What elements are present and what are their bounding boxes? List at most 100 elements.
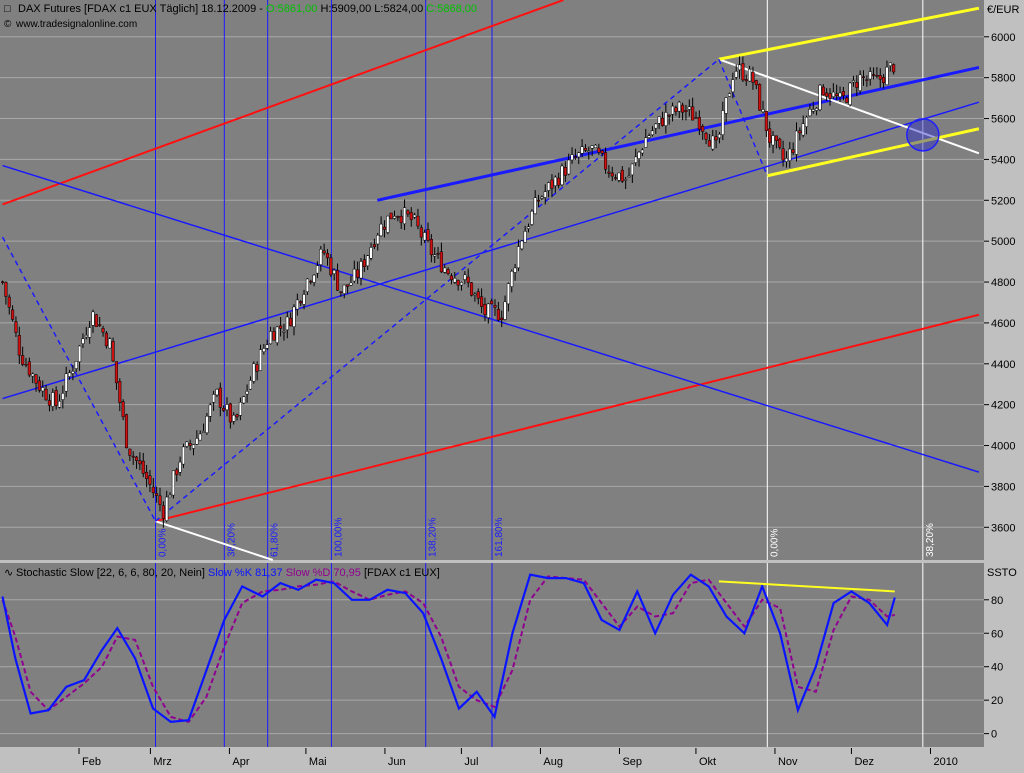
candle-down	[396, 216, 400, 218]
candle-up	[275, 326, 279, 343]
candle-down	[114, 361, 118, 384]
candle-down	[493, 305, 497, 308]
candle-down	[878, 75, 882, 80]
candle-down	[701, 126, 705, 132]
price-tick-label: 4000	[991, 441, 1015, 453]
candle-up	[506, 283, 510, 305]
slow-d-legend: Slow %D 70,95	[286, 567, 361, 579]
open-value: O:5861,00	[266, 3, 317, 15]
candle-down	[855, 82, 859, 88]
candle-up	[593, 144, 598, 148]
candle-down	[436, 252, 440, 255]
stochastic-tick-label: 20	[991, 695, 1003, 707]
candle-down	[429, 238, 433, 256]
candle-up	[784, 158, 788, 162]
candle-down	[104, 332, 108, 347]
candle-up	[392, 216, 397, 219]
candle-down	[44, 388, 48, 401]
price-header-text: DAX Futures [FDAX c1 EUX Täglich] 18.12.…	[18, 3, 477, 15]
candle-down	[235, 414, 239, 418]
candle-down	[409, 212, 413, 220]
candle-up	[520, 240, 524, 250]
candle-up	[201, 431, 206, 433]
candle-down	[865, 79, 869, 81]
month-label: Feb	[82, 756, 101, 768]
candle-down	[490, 300, 494, 305]
candle-down	[791, 149, 795, 153]
candle-up	[888, 62, 892, 66]
dashed-retracement-line	[718, 58, 769, 177]
candle-down	[4, 281, 8, 297]
stochastic-name: Stochastic Slow [22, 6, 6, 80, 20, Nein]	[16, 567, 205, 579]
candle-down	[573, 156, 577, 158]
candle-up	[305, 278, 309, 292]
candle-down	[419, 227, 423, 238]
candle-up	[530, 210, 534, 225]
candle-up	[376, 234, 380, 245]
candle-down	[362, 259, 366, 267]
candle-up	[292, 306, 296, 327]
candle-up	[670, 105, 675, 115]
fib-time-label: 38,20%	[226, 523, 237, 557]
candle-down	[446, 269, 450, 274]
month-label: Mai	[309, 756, 327, 768]
candle-down	[597, 147, 601, 153]
candle-down	[399, 215, 403, 223]
candle-down	[372, 244, 376, 247]
candle-up	[858, 74, 862, 91]
month-label: Dez	[854, 756, 874, 768]
candle-up	[486, 303, 490, 318]
candle-up	[81, 338, 85, 344]
candle-up	[108, 338, 112, 349]
candle-down	[476, 291, 480, 299]
fib-time-label: 0,00%	[158, 529, 169, 557]
candle-down	[346, 284, 350, 287]
candle-up	[516, 246, 520, 269]
candle-up	[737, 64, 742, 71]
header-window-icon: □	[4, 3, 11, 15]
instrument-label: DAX Futures [FDAX c1 EUX Täglich] 18.12.…	[18, 3, 266, 15]
candle-down	[828, 93, 832, 99]
candle-up	[801, 123, 805, 136]
time-axis: Feb Mrz Apr Mai Jun Jul Aug Sep Okt Nov Dez 2010	[78, 748, 958, 768]
candle-up	[463, 274, 467, 280]
candle-up	[369, 247, 373, 259]
candle-down	[54, 390, 58, 406]
candle-up	[315, 265, 319, 274]
candle-up	[503, 301, 507, 320]
candle-down	[825, 92, 829, 97]
candle-up	[734, 71, 738, 78]
stochastic-unit-label: SSTO	[987, 567, 1017, 579]
candle-up	[540, 196, 544, 199]
candle-up	[624, 179, 628, 181]
candle-up	[312, 274, 316, 283]
candle-up	[61, 393, 65, 400]
candle-up	[205, 415, 209, 434]
candle-down	[456, 280, 460, 286]
candle-up	[285, 316, 289, 331]
candle-down	[845, 97, 849, 103]
candle-down	[557, 177, 561, 186]
candle-down	[754, 80, 758, 86]
candle-up	[268, 331, 273, 345]
candle-up	[181, 446, 185, 465]
candle-down	[175, 469, 179, 475]
candle-down	[744, 79, 748, 82]
price-header: □ DAX Futures [FDAX c1 EUX Täglich] 18.1…	[4, 3, 477, 30]
candle-up	[808, 109, 812, 117]
candle-down	[704, 132, 708, 140]
high-low-values: H:5909,00 L:5824,00	[317, 3, 426, 15]
trend-line-blue	[2, 101, 980, 400]
candle-down	[660, 117, 665, 126]
candle-up	[91, 311, 95, 326]
candle-down	[697, 117, 701, 130]
candle-up	[225, 404, 229, 411]
candle-up	[74, 361, 78, 369]
trend-line-yellow	[718, 6, 980, 61]
candle-down	[741, 63, 745, 81]
candle-up	[657, 116, 661, 124]
candle-up	[838, 92, 842, 98]
candle-down	[272, 331, 276, 341]
price-unit-label: €/EUR	[987, 4, 1019, 16]
candle-up	[630, 163, 634, 176]
